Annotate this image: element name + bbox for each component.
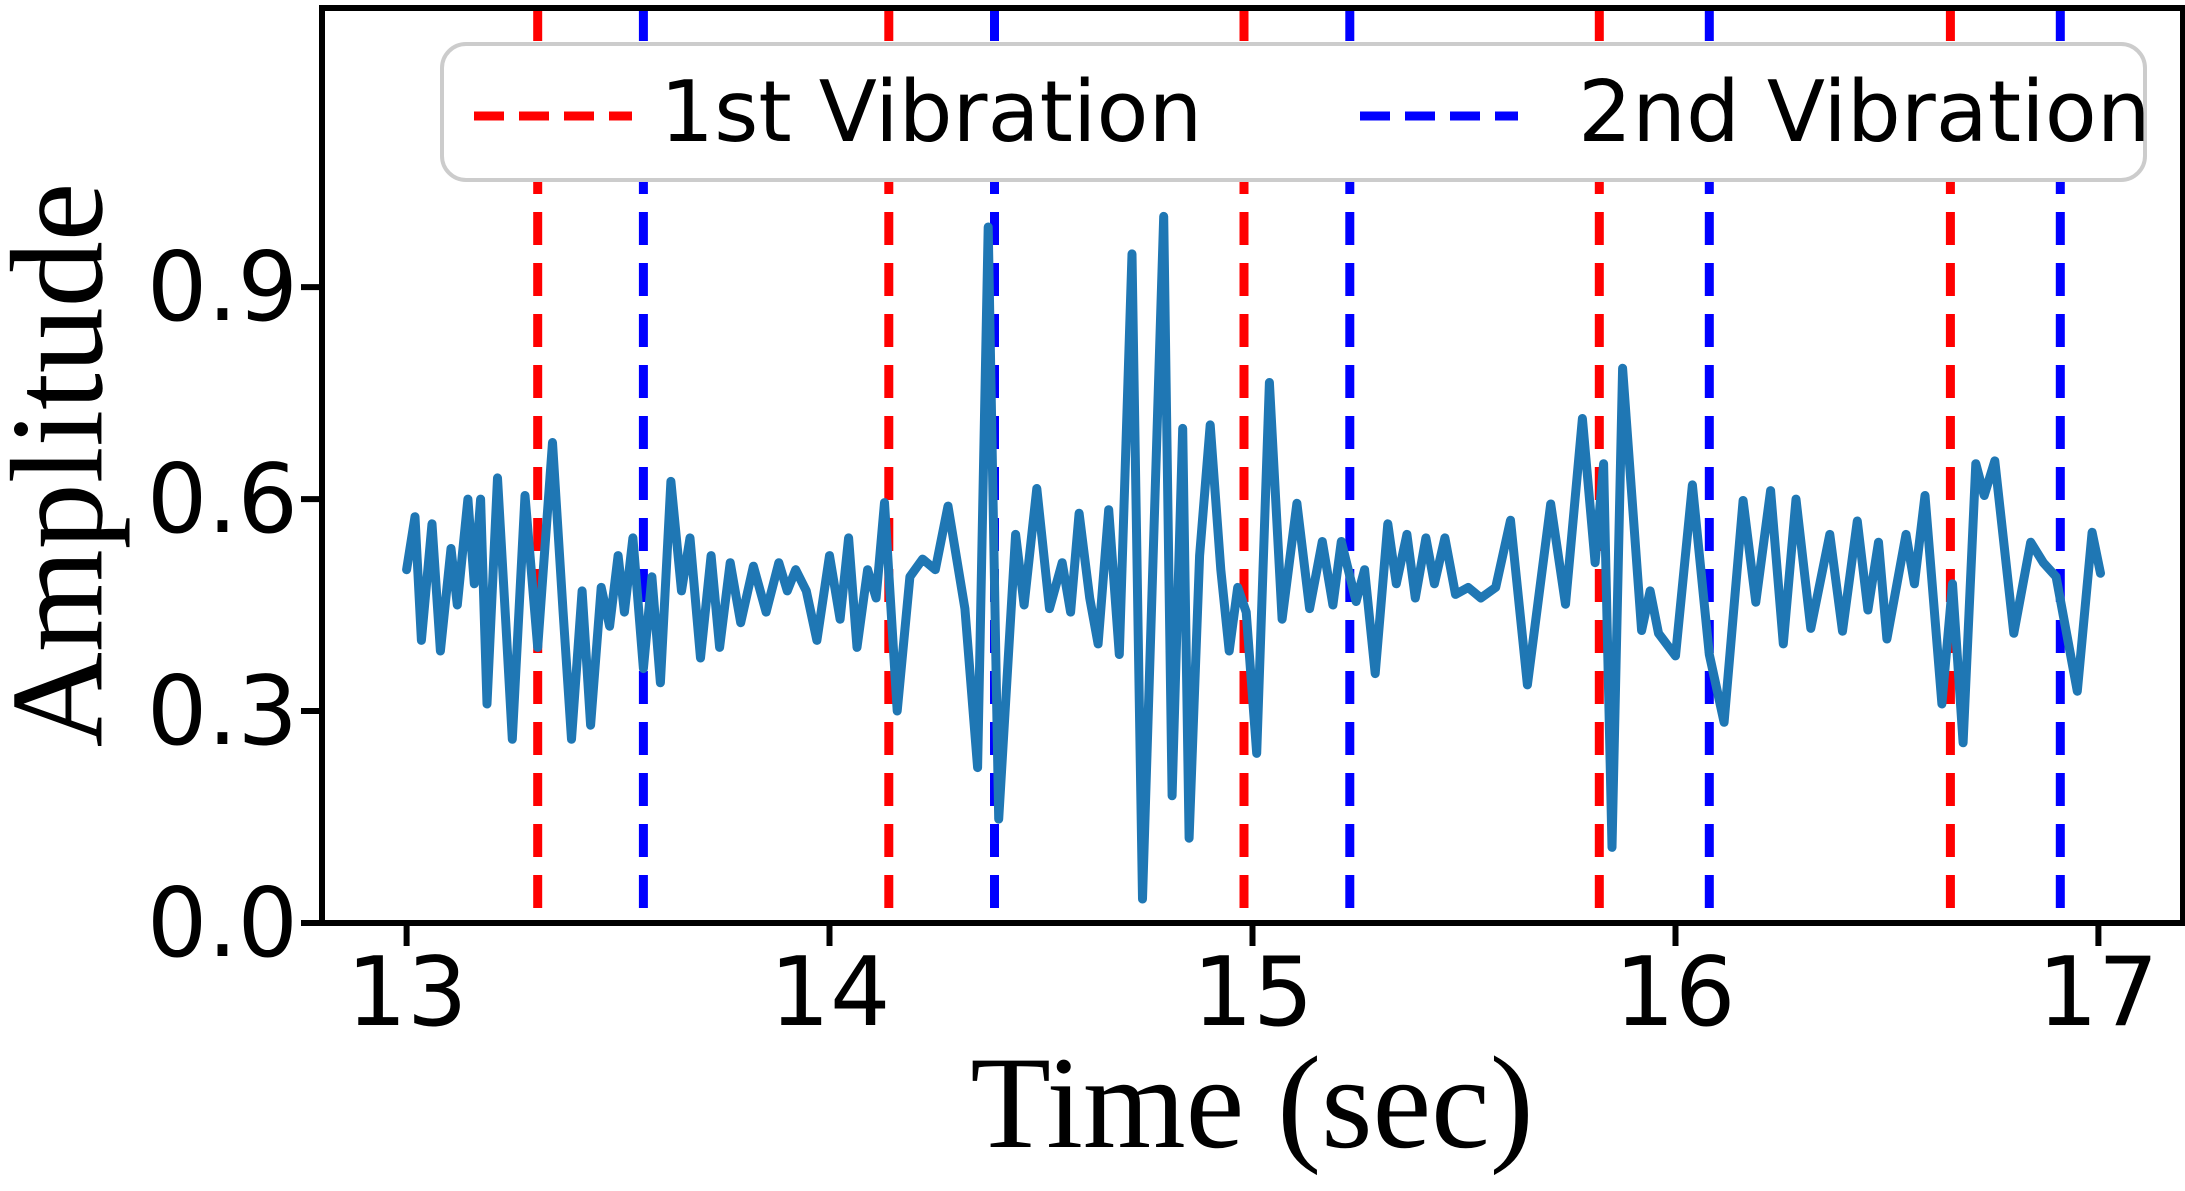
- x-axis-label: Time (sec): [970, 1029, 1534, 1176]
- y-axis-label: Amplitude: [0, 182, 131, 748]
- y-tick-label-0.3: 0.3: [146, 656, 298, 767]
- y-tick-label-0.9: 0.9: [146, 232, 298, 343]
- legend-box: 1st Vibration 2nd Vibration: [440, 42, 2151, 182]
- y-tick-label-0.0: 0.0: [146, 868, 298, 979]
- legend-label-first-vibration: 1st Vibration: [660, 62, 1203, 162]
- legend-label-second-vibration: 2nd Vibration: [1578, 62, 2151, 162]
- legend-sample-second-vibration: [1360, 111, 1518, 121]
- signal-line: [402, 211, 2105, 904]
- x-tick-label-16: 16: [1614, 938, 1736, 1048]
- x-tick-label-13: 13: [346, 938, 468, 1048]
- y-tick-label-0.6: 0.6: [146, 444, 298, 555]
- x-tick-label-17: 17: [2037, 938, 2159, 1048]
- legend-sample-first-vibration: [474, 111, 632, 121]
- x-tick-label-14: 14: [769, 938, 891, 1048]
- x-tick-label-15: 15: [1192, 938, 1314, 1048]
